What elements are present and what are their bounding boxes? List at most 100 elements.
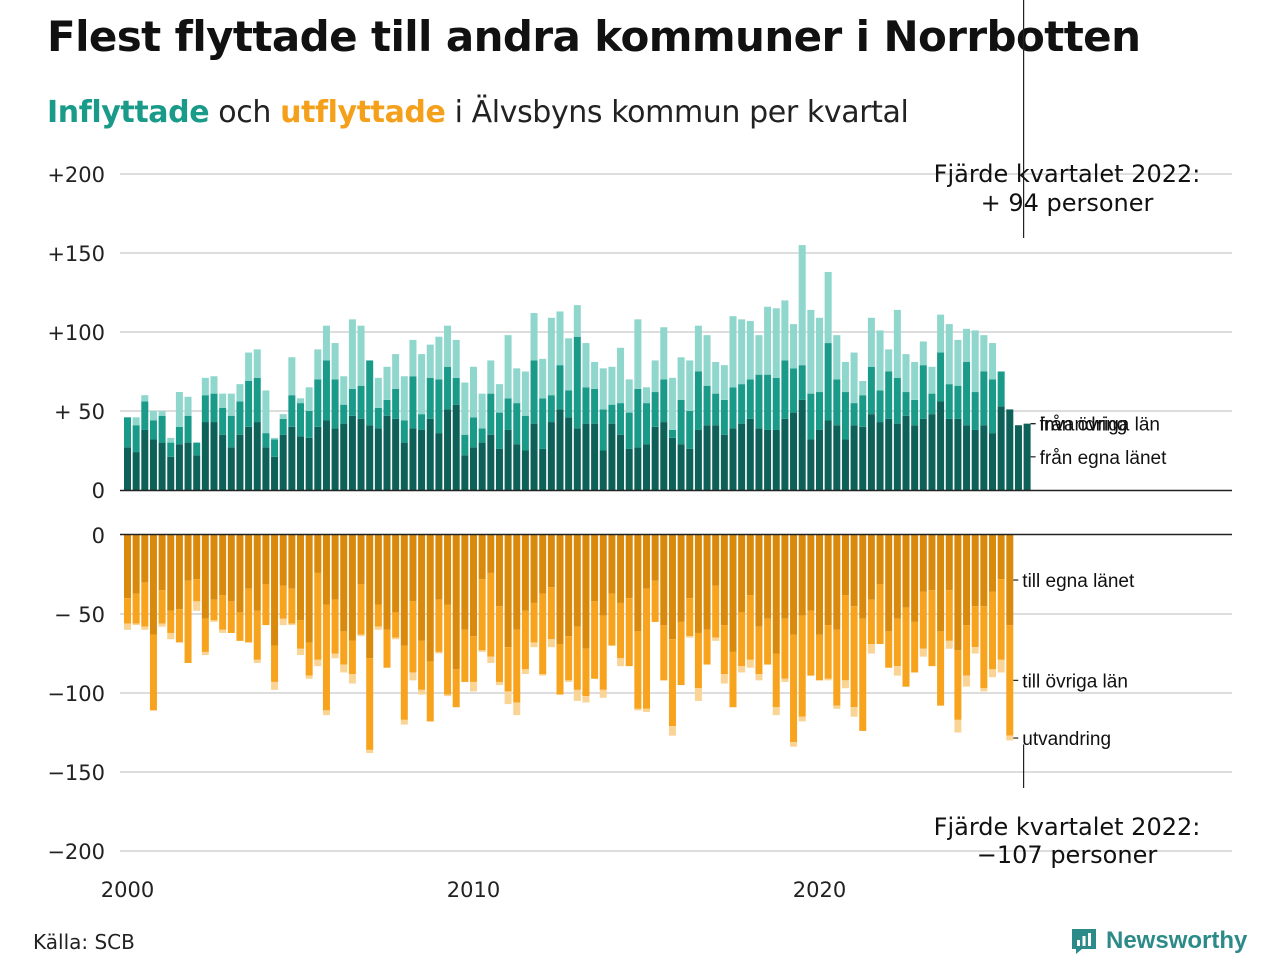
bar-out-own (893, 535, 901, 619)
bar-out-emigration (124, 623, 131, 630)
bar-out-own (989, 535, 996, 592)
bar-out-other (859, 618, 867, 731)
bar-out-emigration (348, 674, 356, 684)
bar-in-immigration (426, 344, 434, 378)
bar-out-other (400, 645, 408, 720)
bar-in-own (971, 429, 979, 490)
bar-out-own (720, 535, 728, 626)
bar-in-own (236, 434, 244, 490)
bar-in-other (366, 360, 374, 426)
bar-in-immigration (271, 437, 279, 440)
bar-out-own (686, 535, 694, 599)
bar-out-own (608, 535, 616, 594)
bar-out-own (772, 535, 780, 654)
annotation-top-value: + 94 personer (981, 189, 1154, 217)
bar-out-other (625, 598, 633, 667)
bar-in-own (833, 425, 841, 490)
bar-out-emigration (850, 707, 858, 717)
bar-in-immigration (963, 328, 971, 363)
bar-out-other (668, 639, 676, 727)
bar-in-own (668, 437, 676, 490)
newsworthy-logo: Newsworthy (1070, 924, 1247, 958)
bar-in-other (643, 403, 650, 445)
bar-in-immigration (513, 368, 521, 404)
bar-in-immigration (937, 314, 945, 353)
bar-in-immigration (444, 325, 452, 367)
bar-in-own (461, 455, 469, 490)
bar-out-other (954, 650, 962, 720)
bar-in-own (288, 426, 296, 490)
bar-in-immigration (556, 311, 564, 366)
bar-out-own (331, 535, 339, 600)
bar-out-other (444, 604, 452, 695)
bar-in-immigration (149, 411, 157, 421)
bar-out-other (262, 583, 270, 626)
bar-in-own (158, 442, 166, 490)
bar-out-own (210, 535, 218, 600)
bar-in-immigration (703, 335, 711, 386)
bar-in-immigration (236, 384, 244, 402)
bar-in-immigration (582, 343, 590, 388)
bar-out-other (1006, 625, 1014, 736)
bar-in-own (686, 448, 694, 490)
bar-out-emigration (668, 726, 676, 736)
bar-in-own (781, 418, 789, 490)
bar-out-own (712, 535, 720, 586)
bar-in-immigration (340, 376, 348, 405)
bar-in-own (340, 423, 348, 490)
bar-out-other (565, 636, 573, 681)
bar-out-other (919, 591, 927, 649)
bar-out-other (824, 625, 832, 679)
bar-in-immigration (331, 343, 339, 380)
bar-out-own (470, 535, 477, 637)
bar-in-other (348, 388, 356, 416)
bar-in-own (556, 409, 564, 490)
bar-out-other (141, 582, 149, 627)
bar-out-other (175, 609, 183, 643)
category-label-bottom: till egna länet (1022, 571, 1135, 592)
bar-in-immigration (357, 325, 365, 386)
bar-in-immigration (392, 354, 400, 389)
bar-out-emigration (374, 626, 382, 630)
bar-out-emigration (271, 681, 279, 690)
bar-in-own (720, 434, 728, 490)
bar-in-own (764, 429, 772, 490)
bar-out-own (124, 535, 131, 599)
bar-out-other (227, 601, 235, 633)
bar-in-other (245, 380, 253, 427)
bar-out-other (945, 590, 953, 641)
bar-out-emigration (1006, 735, 1014, 741)
bar-in-other (573, 336, 581, 429)
bar-out-other (297, 620, 304, 649)
bar-in-immigration (781, 300, 789, 361)
bar-out-other (521, 610, 529, 670)
bar-out-own (833, 535, 841, 630)
bar-in-other (175, 426, 183, 445)
bar-out-other (219, 595, 227, 630)
bar-out-own (253, 535, 261, 611)
bar-out-other (790, 634, 798, 742)
bar-out-own (314, 535, 322, 573)
bar-in-other (608, 404, 616, 424)
bar-in-immigration (668, 377, 676, 430)
bar-out-other (902, 607, 910, 687)
bar-out-own (582, 535, 590, 649)
bar-out-emigration (634, 708, 642, 711)
bar-in-other (902, 392, 910, 416)
bar-in-immigration (461, 382, 469, 435)
bar-in-immigration (651, 360, 659, 393)
y-tick-label-top: +100 (47, 321, 105, 345)
bar-out-emigration (738, 666, 746, 673)
bar-in-other (686, 411, 694, 449)
category-label-bottom: till övriga län (1022, 671, 1128, 692)
bar-out-other (617, 602, 625, 659)
bar-out-other (694, 632, 702, 689)
bars (124, 245, 1031, 754)
bar-in-immigration (547, 317, 555, 396)
bar-out-own (781, 535, 789, 619)
bar-in-own (444, 409, 452, 490)
bar-out-other (487, 572, 495, 657)
bar-out-other (418, 640, 426, 690)
bar-out-other (608, 593, 616, 646)
